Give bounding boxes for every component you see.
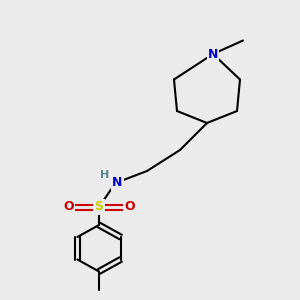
Text: O: O: [63, 200, 74, 214]
Text: S: S: [94, 200, 103, 214]
Text: O: O: [124, 200, 135, 214]
Text: N: N: [208, 47, 218, 61]
Text: N: N: [112, 176, 123, 190]
Text: H: H: [100, 170, 109, 180]
